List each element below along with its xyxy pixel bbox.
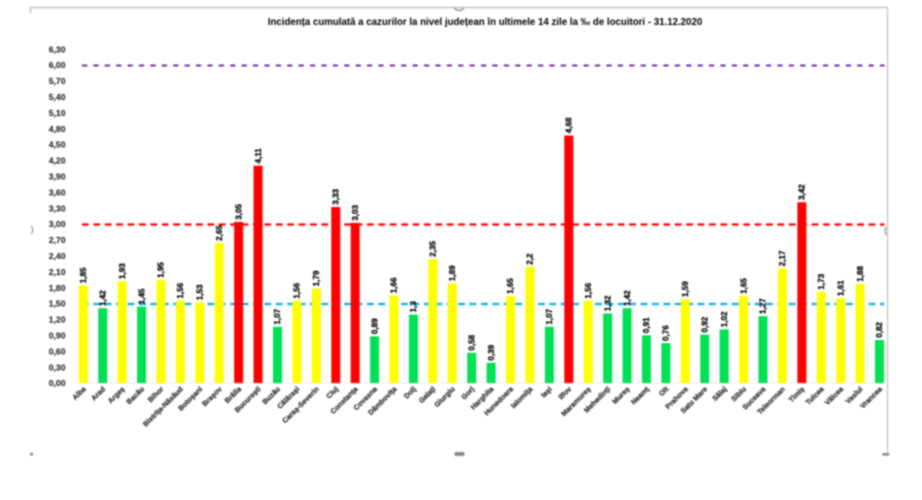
svg-text:1,07: 1,07 — [273, 308, 282, 324]
svg-text:3,30: 3,30 — [49, 203, 66, 213]
svg-text:1,65: 1,65 — [506, 278, 515, 294]
svg-text:1,20: 1,20 — [49, 315, 66, 325]
svg-text:1,42: 1,42 — [98, 290, 107, 306]
svg-text:1,80: 1,80 — [49, 283, 66, 293]
svg-text:1,27: 1,27 — [759, 298, 768, 314]
svg-text:0,92: 0,92 — [700, 316, 709, 332]
svg-text:4,11: 4,11 — [254, 148, 263, 164]
svg-text:1,32: 1,32 — [603, 295, 612, 311]
svg-text:5,70: 5,70 — [49, 76, 66, 86]
svg-text:1,85: 1,85 — [79, 267, 88, 283]
svg-text:1,02: 1,02 — [720, 311, 729, 327]
svg-text:1,56: 1,56 — [293, 282, 302, 298]
svg-text:2,35: 2,35 — [429, 241, 438, 257]
svg-text:3,03: 3,03 — [351, 204, 360, 220]
svg-text:0,76: 0,76 — [662, 325, 671, 341]
svg-text:4,68: 4,68 — [565, 117, 574, 133]
svg-text:0,90: 0,90 — [49, 331, 66, 341]
svg-text:1,65: 1,65 — [739, 278, 748, 294]
svg-text:1,3: 1,3 — [409, 301, 418, 313]
svg-text:2,10: 2,10 — [49, 267, 66, 277]
svg-text:1,93: 1,93 — [118, 263, 127, 279]
svg-text:1,56: 1,56 — [584, 282, 593, 298]
svg-text:5,40: 5,40 — [49, 92, 66, 102]
svg-text:0,00: 0,00 — [49, 378, 66, 388]
svg-text:5,10: 5,10 — [49, 108, 66, 118]
svg-text:1,53: 1,53 — [196, 284, 205, 300]
svg-text:1,95: 1,95 — [157, 262, 166, 278]
svg-text:2,2: 2,2 — [526, 253, 535, 265]
svg-text:3,00: 3,00 — [49, 219, 66, 229]
svg-text:Incidența cumulată a cazurilor: Incidența cumulată a cazurilor la nivel … — [268, 17, 702, 28]
svg-text:1,61: 1,61 — [836, 280, 845, 296]
svg-text:1,59: 1,59 — [681, 281, 690, 297]
svg-text:1,73: 1,73 — [817, 273, 826, 289]
svg-text:1,88: 1,88 — [856, 265, 865, 281]
svg-text:4,50: 4,50 — [49, 140, 66, 150]
svg-text:3,33: 3,33 — [331, 189, 340, 205]
svg-text:1,45: 1,45 — [137, 288, 146, 304]
svg-text:0,60: 0,60 — [49, 346, 66, 356]
svg-text:6,30: 6,30 — [49, 44, 66, 54]
svg-text:1,42: 1,42 — [623, 290, 632, 306]
svg-text:4,20: 4,20 — [49, 156, 66, 166]
svg-text:1,79: 1,79 — [312, 270, 321, 286]
svg-text:1,66: 1,66 — [390, 277, 399, 293]
svg-text:1,56: 1,56 — [176, 282, 185, 298]
svg-text:2,17: 2,17 — [778, 250, 787, 266]
svg-text:4,80: 4,80 — [49, 124, 66, 134]
svg-text:0,91: 0,91 — [642, 317, 651, 333]
svg-text:1,50: 1,50 — [49, 299, 66, 309]
svg-text:0,89: 0,89 — [370, 318, 379, 334]
svg-text:3,60: 3,60 — [49, 187, 66, 197]
svg-text:3,42: 3,42 — [798, 184, 807, 200]
svg-text:1,89: 1,89 — [448, 265, 457, 281]
svg-text:0,58: 0,58 — [467, 334, 476, 350]
svg-text:2,40: 2,40 — [49, 251, 66, 261]
svg-text:3,90: 3,90 — [49, 172, 66, 182]
svg-text:2,70: 2,70 — [49, 235, 66, 245]
svg-text:6,00: 6,00 — [49, 60, 66, 70]
svg-text:1,07: 1,07 — [545, 308, 554, 324]
svg-text:3,05: 3,05 — [234, 203, 243, 219]
svg-text:2,65: 2,65 — [215, 225, 224, 241]
svg-text:0,30: 0,30 — [49, 362, 66, 372]
svg-text:0,82: 0,82 — [875, 322, 884, 338]
svg-text:0,39: 0,39 — [487, 344, 496, 360]
